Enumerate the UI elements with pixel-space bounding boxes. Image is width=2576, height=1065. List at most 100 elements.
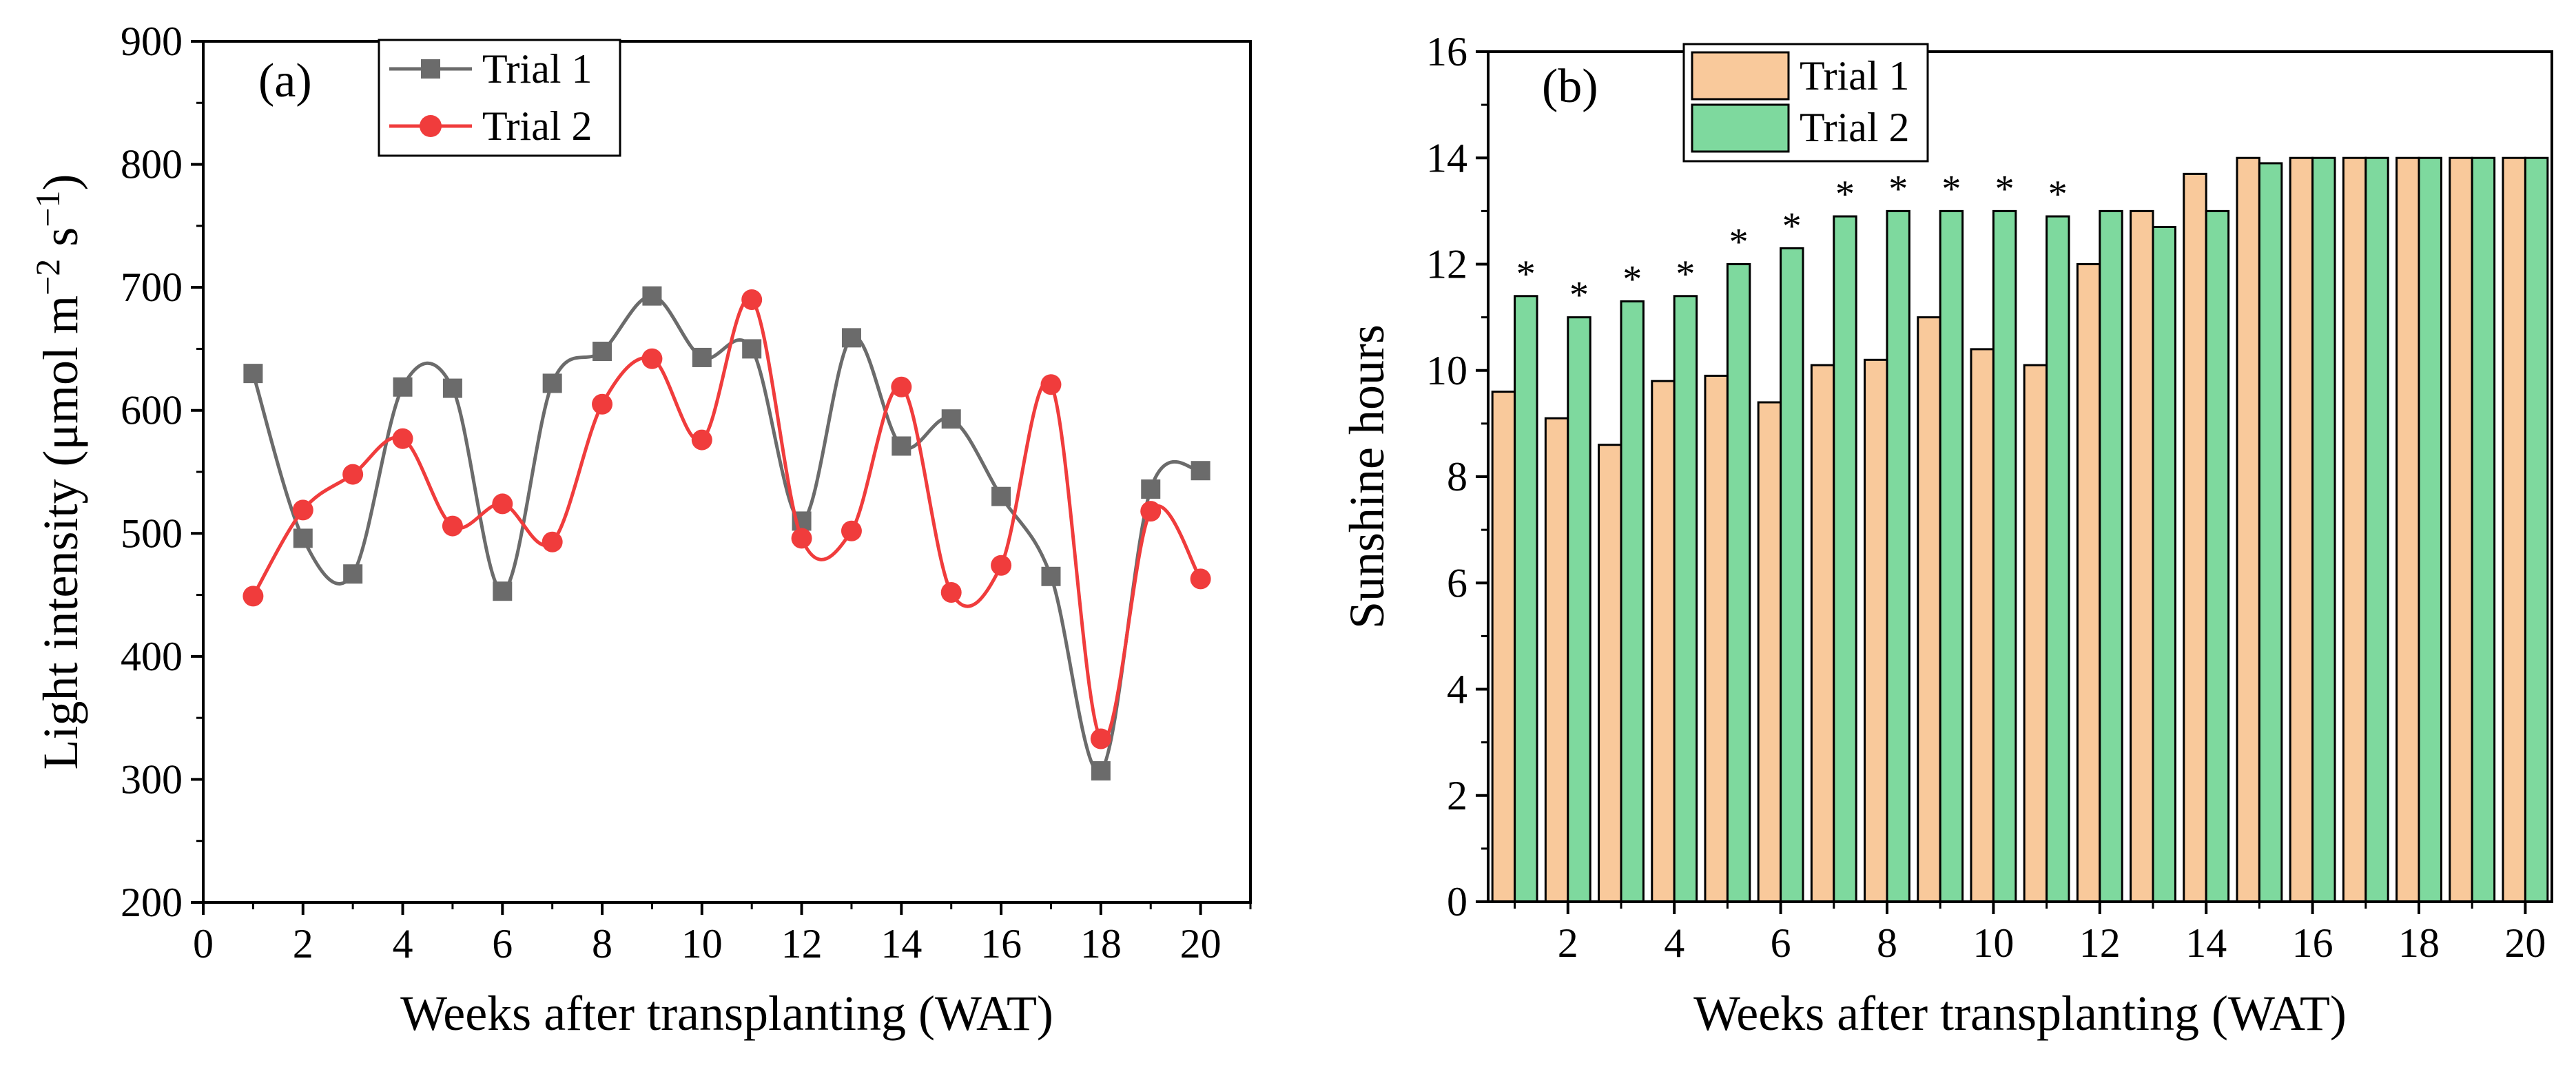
b-bar-trial-2-week-18	[2418, 156, 2442, 903]
b-bar-trial-1-week-20	[2502, 156, 2526, 903]
a-point-trial-2	[1140, 501, 1162, 522]
b-x-tick-label: 4	[1664, 920, 1684, 966]
b-bar-trial-1-week-14	[2183, 172, 2207, 903]
b-legend: Trial 1 Trial 2	[1682, 43, 1929, 163]
a-point-trial-1	[1091, 761, 1111, 780]
a-x-tick-label: 2	[293, 921, 313, 966]
b-bar-trial-2-week-7	[1833, 215, 1857, 903]
a-point-trial-2	[1190, 568, 1211, 590]
a-point-trial-2	[243, 586, 264, 607]
a-panel-label: (a)	[258, 54, 312, 107]
a-y-title-sup1: −2	[28, 259, 67, 296]
a-point-trial-2	[392, 428, 413, 449]
a-point-trial-1	[393, 377, 413, 397]
b-bar-trial-2-week-5	[1726, 263, 1751, 903]
a-point-trial-1	[642, 286, 662, 306]
b-x-tick-label: 16	[2292, 920, 2333, 966]
b-y-tick-label: 0	[1447, 879, 1467, 924]
b-bar-trial-1-week-19	[2449, 156, 2473, 903]
b-y-axis-title: Sunshine hours	[1339, 324, 1394, 629]
a-x-tick-label: 0	[193, 921, 214, 966]
b-bar-trial-1-week-8	[1864, 358, 1888, 903]
a-y-tick-label: 600	[121, 388, 183, 433]
a-point-trial-1	[742, 339, 762, 359]
a-x-tick-labels: 0 2 4 6 8 10 12 14 16 18 20	[193, 921, 1222, 966]
b-bar-trial-2-week-1	[1514, 295, 1538, 903]
a-x-axis-title: Weeks after transplanting (WAT)	[400, 986, 1053, 1041]
b-bar-trial-2-week-6	[1780, 247, 1804, 903]
b-panel-label: (b)	[1542, 60, 1598, 113]
b-bar-trial-2-week-10	[1992, 209, 2017, 903]
a-x-tick-label: 6	[492, 921, 513, 966]
b-bar-trial-2-week-11	[2046, 215, 2070, 903]
b-bar-trial-2-week-2	[1567, 316, 1591, 903]
a-y-tick-label: 300	[121, 756, 183, 802]
b-significance-star: *	[1995, 167, 2015, 210]
a-point-trial-1	[991, 486, 1011, 506]
b-bar-trial-2-week-3	[1620, 300, 1645, 903]
a-legend-box	[378, 39, 621, 157]
b-x-tick-label: 10	[1972, 920, 2014, 966]
b-significance-star: *	[1835, 173, 1855, 216]
a-point-trial-1	[941, 409, 961, 429]
a-y-tick-label: 900	[121, 19, 183, 64]
b-y-tick-label: 6	[1447, 560, 1467, 606]
a-point-trial-2	[1040, 374, 1062, 395]
b-legend-swatch-trial2	[1691, 103, 1790, 153]
b-bar-trial-1-week-5	[1704, 374, 1729, 903]
a-point-trial-1	[293, 528, 313, 548]
a-point-trial-1	[1041, 566, 1061, 586]
b-bar-trial-1-week-11	[2023, 364, 2048, 903]
a-point-trial-1	[593, 342, 612, 361]
a-point-trial-1	[1141, 479, 1161, 499]
a-point-trial-2	[542, 531, 563, 552]
b-bar-trial-2-week-12	[2099, 209, 2123, 903]
b-plot-frame	[1487, 50, 2553, 903]
a-series-group	[243, 286, 1211, 780]
a-point-trial-1	[692, 347, 712, 367]
b-significance-star: *	[1941, 167, 1961, 210]
b-bar-trial-2-week-9	[1939, 209, 1964, 903]
b-x-tick-label: 6	[1771, 920, 1791, 966]
b-significance-star: *	[1516, 253, 1536, 296]
b-bar-trial-1-week-12	[2076, 263, 2101, 903]
a-point-trial-2	[991, 555, 1012, 576]
a-x-tick-label: 10	[681, 921, 723, 966]
a-x-tick-label: 12	[781, 921, 823, 966]
a-point-trial-1	[542, 373, 562, 393]
b-bar-trial-2-week-13	[2152, 226, 2176, 903]
panel-a-light-intensity-chart: 200 300 400 500 600 700 800 900 0 2 4 6 8 10 12 14 16 18…	[28, 19, 1252, 1041]
a-y-title-end: )	[33, 174, 88, 191]
b-y-tick-label: 14	[1426, 135, 1467, 180]
b-significance-star: *	[1782, 205, 1802, 247]
a-point-trial-2	[741, 289, 763, 310]
a-y-title-sup2: −1	[28, 190, 67, 227]
b-x-tick-label: 12	[2079, 920, 2121, 966]
b-significance-star: *	[1622, 258, 1642, 300]
a-x-tick-label: 20	[1180, 921, 1222, 966]
a-point-trial-2	[891, 376, 912, 397]
a-y-tick-label: 500	[121, 510, 183, 556]
b-y-tick-label: 4	[1447, 667, 1467, 712]
b-bar-trial-1-week-2	[1544, 417, 1569, 903]
b-x-tick-label: 14	[2185, 920, 2227, 966]
a-y-title-mid: s	[33, 227, 88, 259]
b-legend-swatch-trial1	[1691, 51, 1790, 101]
a-y-title-main: Light intensity (μmol m	[33, 296, 88, 770]
b-bar-trial-2-week-8	[1886, 209, 1910, 903]
a-point-trial-1	[243, 364, 263, 384]
a-point-trial-2	[292, 499, 313, 521]
a-point-trial-1	[442, 378, 462, 398]
b-legend-label-trial2: Trial 2	[1800, 105, 1910, 150]
a-point-trial-2	[691, 429, 712, 451]
a-y-tick-labels: 200 300 400 500 600 700 800 900	[121, 19, 183, 925]
a-legend: Trial 1 Trial 2	[378, 39, 621, 157]
a-point-trial-2	[791, 528, 812, 549]
b-significance-markers: * * * * * * * * * * *	[1516, 167, 2068, 316]
b-bar-trial-1-week-17	[2342, 156, 2367, 903]
b-bar-trial-1-week-7	[1810, 364, 1835, 903]
a-point-trial-2	[342, 464, 364, 485]
b-x-axis-title: Weeks after transplanting (WAT)	[1693, 986, 2347, 1041]
b-y-tick-label: 8	[1447, 454, 1467, 499]
a-legend-marker-trial1	[421, 59, 440, 79]
